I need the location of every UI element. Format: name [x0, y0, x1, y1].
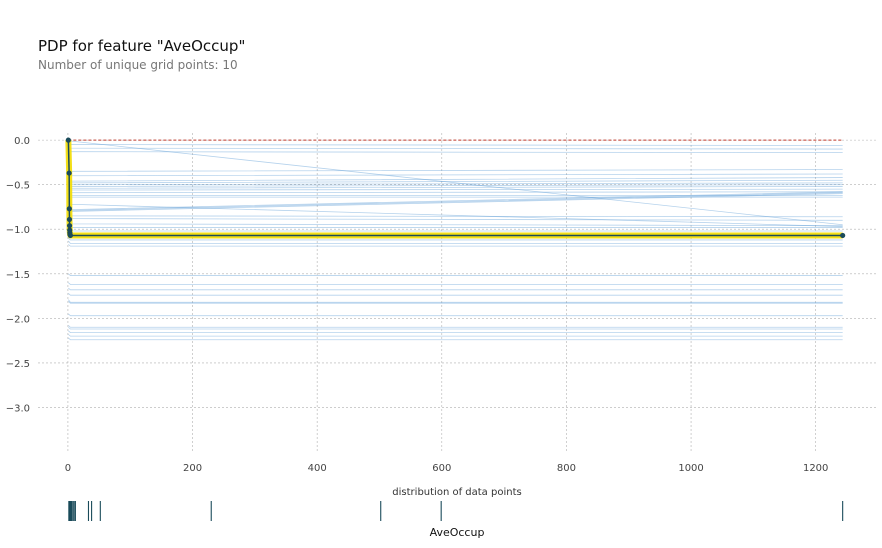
ice-line: [68, 282, 843, 285]
pdp-layer: [65, 137, 846, 239]
ice-line: [68, 193, 843, 212]
pdp-point: [840, 232, 846, 239]
y-tick-label: −1.0: [6, 225, 30, 236]
y-tick-label: −2.0: [6, 314, 30, 325]
ice-line: [68, 191, 843, 211]
distribution-label: distribution of data points: [392, 487, 521, 498]
ice-line: [68, 293, 843, 296]
ice-line: [68, 337, 843, 341]
ice-line: [68, 325, 843, 328]
x-tick-label: 1000: [678, 463, 703, 474]
x-axis-label: AveOccup: [430, 526, 485, 539]
ice-line: [68, 190, 843, 194]
y-tick-label: −3.0: [6, 403, 30, 414]
ice-line: [68, 144, 843, 146]
x-tick-label: 800: [557, 463, 576, 474]
ice-line: [68, 173, 843, 177]
ice-line: [68, 225, 843, 228]
chart-title: PDP for feature "AveOccup": [38, 37, 245, 55]
ice-line: [68, 334, 843, 337]
x-tick-label: 1200: [803, 463, 828, 474]
y-tick-label: 0.0: [14, 136, 30, 147]
chart-subtitle: Number of unique grid points: 10: [38, 58, 238, 72]
pdp-point: [67, 232, 74, 239]
ice-line: [68, 202, 843, 227]
distribution-rug: [68, 501, 844, 521]
ice-line: [68, 287, 843, 291]
pdp-point: [66, 206, 72, 212]
pdp-point: [66, 170, 72, 176]
ice-line: [68, 301, 843, 304]
ice-line: [68, 169, 843, 172]
y-tick-label: −1.5: [6, 270, 30, 281]
x-tick-label: 600: [432, 463, 451, 474]
ice-line: [68, 273, 843, 276]
pdp-point: [66, 223, 73, 229]
ice-line: [68, 146, 843, 150]
ice-line: [68, 244, 843, 247]
ice-line: [68, 299, 843, 303]
grid-layer: [38, 133, 878, 452]
y-tick-label: −2.5: [6, 359, 30, 370]
x-tick-label: 0: [65, 463, 71, 474]
ice-line: [68, 330, 843, 334]
pdp-point: [66, 216, 73, 223]
x-tick-label: 400: [308, 463, 327, 474]
ice-line: [68, 237, 843, 241]
ice-line: [68, 221, 843, 227]
ice-line: [68, 186, 843, 189]
ice-line: [68, 326, 843, 330]
x-tick-label: 200: [183, 463, 202, 474]
pdp-point: [65, 137, 71, 143]
y-tick-label: −0.5: [6, 181, 30, 192]
ice-line: [68, 313, 843, 317]
y-tick-labels: 0.0 −0.5 −1.0 −1.5 −2.0 −2.5 −3.0: [6, 136, 30, 414]
ice-line: [68, 187, 843, 191]
ice-lines: [68, 139, 843, 341]
ice-line: [68, 240, 843, 244]
x-tick-labels: 0 200 400 600 800 1000 1200: [65, 463, 829, 474]
ice-line: [68, 212, 843, 218]
ice-line: [68, 150, 843, 154]
